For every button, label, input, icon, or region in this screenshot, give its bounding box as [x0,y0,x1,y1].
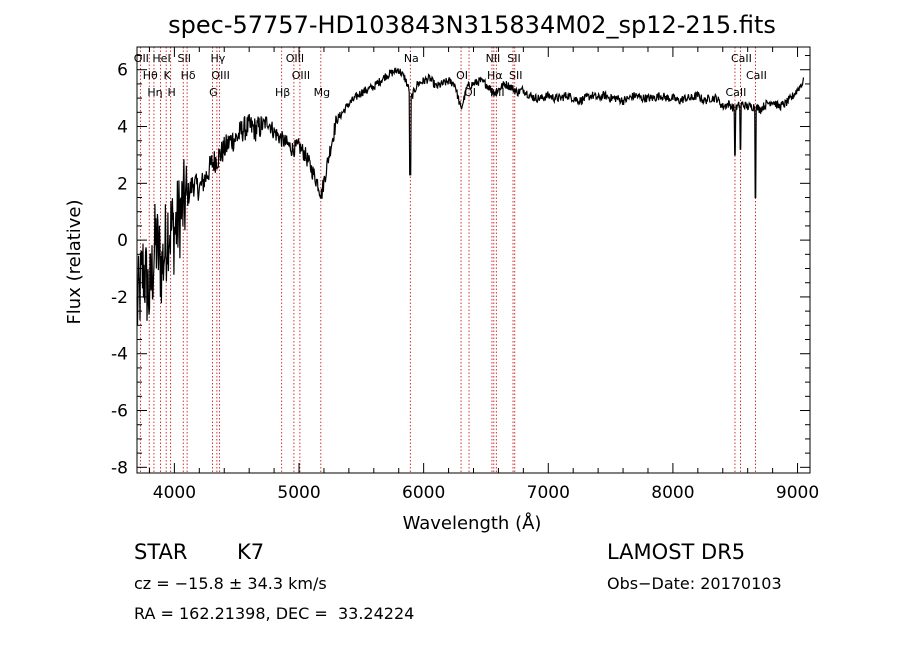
x-axis-ticks: 4000 5000 6000 7000 8000 9000 [148,47,819,503]
coordinates-readout: RA = 162.21398, DEC = 33.24224 [134,604,415,623]
line-marker-label: CaII [746,69,767,82]
y-tick-label: 2 [117,174,128,194]
line-marker-label: Mg [314,86,330,99]
x-tick-label: 4000 [153,483,196,503]
line-marker-label: Hδ [181,69,196,82]
line-marker-label: SII [177,52,190,65]
x-tick-label: 9000 [776,483,819,503]
line-marker-label: OIII [286,52,304,65]
line-marker-label: OIII [211,69,229,82]
y-tick-label: 4 [117,118,128,138]
y-tick-label: -8 [111,458,128,478]
y-tick-label: 0 [117,231,128,251]
line-marker-label: Hβ [275,86,290,99]
object-class: STAR [134,540,188,564]
line-marker-label: K [164,69,172,82]
x-axis-label: Wavelength (Å) [403,512,542,534]
x-tick-label: 8000 [651,483,694,503]
observation-date: Obs−Date: 20170103 [607,574,782,593]
line-marker-label: HeI [152,52,170,65]
survey-label: LAMOST DR5 [607,540,746,564]
line-marker-label: CaII [726,86,747,99]
chart-title: spec-57757-HD103843N315834M02_sp12-215.f… [168,11,776,39]
redshift-readout: cz = −15.8 ± 34.3 km/s [134,574,327,593]
x-tick-label: 6000 [402,483,445,503]
y-tick-label: -6 [111,402,128,422]
line-marker-label: SII [509,69,522,82]
line-marker-label: Hη [147,86,162,99]
object-subclass: K7 [237,540,265,564]
spectral-line-markers [139,47,756,473]
line-marker-label: OII [134,52,149,65]
line-marker-label: OIII [292,69,310,82]
spectral-line-labels: OIIHθHηHeIKHSIIHδGHγOIIIHβOIIIOIIIMgNaOI… [134,52,767,99]
y-tick-label: 6 [117,61,128,81]
y-axis-label: Flux (relative) [64,199,85,324]
line-marker-label: OI [456,69,468,82]
spectrum-line [136,67,805,326]
x-tick-label: 7000 [527,483,570,503]
line-marker-label: Hθ [143,69,158,82]
line-marker-label: Na [404,52,419,65]
line-marker-label: Hγ [210,52,225,65]
line-marker-label: NII [486,52,501,65]
line-marker-label: G [209,86,218,99]
plot-frame [136,46,811,474]
x-tick-label: 5000 [277,483,320,503]
line-marker-label: SII [507,52,520,65]
line-marker-label: CaII [731,52,752,65]
y-axis-ticks: -8 -6 -4 -2 0 2 4 6 [111,55,810,478]
y-tick-label: -2 [111,288,128,308]
line-marker-label: H [168,86,176,99]
line-marker-label: OI [464,86,476,99]
y-tick-label: -4 [111,345,128,365]
line-marker-label: Hα [487,69,503,82]
